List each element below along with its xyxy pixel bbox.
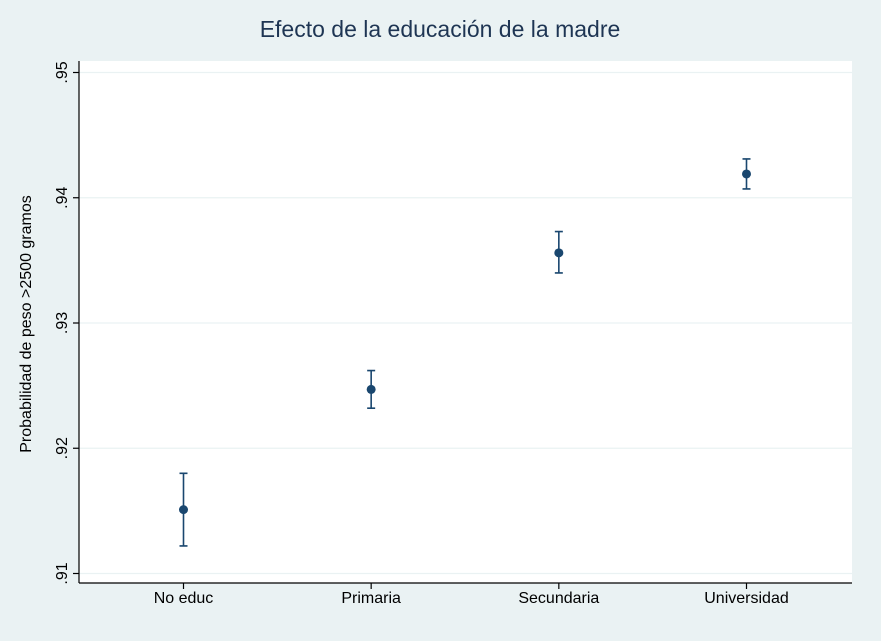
x-tick-label: Primaria xyxy=(341,590,401,607)
tick-labels: .91 .92 .93 .94 .95 No educ Primaria Secundaria… xyxy=(54,61,789,607)
data-marks xyxy=(179,158,751,547)
y-tick-label: .94 xyxy=(54,187,71,209)
y-tick-label: .93 xyxy=(54,312,71,334)
y-tick-label: .92 xyxy=(54,437,71,459)
plot-area xyxy=(79,61,852,583)
x-tick-label: Universidad xyxy=(704,590,788,607)
point-estimate xyxy=(742,169,751,179)
x-tick-label: Secundaria xyxy=(518,590,599,607)
y-axis-label: Probabilidad de peso >2500 gramos xyxy=(18,195,35,453)
gridlines xyxy=(79,71,852,575)
point-estimate xyxy=(366,384,376,394)
x-tick-label: No educ xyxy=(154,590,214,607)
point-estimate xyxy=(554,248,564,258)
y-tick-label: .91 xyxy=(54,562,71,584)
chart-title: Efecto de la educación de la madre xyxy=(260,16,621,42)
axes xyxy=(73,61,852,589)
point-estimate xyxy=(179,505,188,515)
y-tick-label: .95 xyxy=(54,61,71,83)
